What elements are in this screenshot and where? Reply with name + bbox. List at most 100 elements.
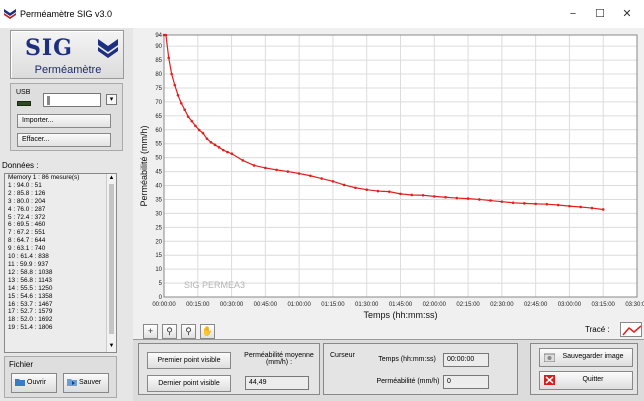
usb-label: USB xyxy=(16,89,31,96)
x-axis-label: Temps (hh:mm:ss) xyxy=(363,310,437,320)
average-label: Perméabilité moyenne (mm/h) : xyxy=(244,352,314,366)
y-tick-label: 70 xyxy=(155,100,162,106)
last-visible-button[interactable]: Dernier point visible xyxy=(147,375,231,392)
data-list-item: 9 : 63.1 : 740 xyxy=(8,245,46,253)
data-point xyxy=(432,195,436,198)
usb-knob xyxy=(47,96,50,105)
usb-dropdown-button[interactable]: ▾ xyxy=(106,94,117,105)
data-point xyxy=(167,56,171,60)
data-scrollbar[interactable]: ▲ ▼ xyxy=(106,174,116,352)
data-list-item: 15 : 54.6 : 1358 xyxy=(8,292,53,300)
y-tick-label: 55 xyxy=(155,142,162,148)
y-tick-label: 20 xyxy=(155,239,162,245)
chart-watermark: SIG PERMEA3 xyxy=(184,280,245,290)
data-point xyxy=(421,193,425,197)
data-point xyxy=(500,200,504,203)
bottom-bar: Premier point visible Dernier point visi… xyxy=(133,339,644,401)
logo: SIG Perméamètre xyxy=(10,30,124,79)
first-visible-button[interactable]: Premier point visible xyxy=(147,352,231,369)
permeability-value: 0 xyxy=(443,375,489,389)
data-point xyxy=(444,195,447,199)
close-button[interactable]: ✕ xyxy=(622,8,632,20)
x-tick-label: 01:45:00 xyxy=(389,302,413,308)
usb-port-select[interactable] xyxy=(43,93,101,107)
y-tick-label: 94 xyxy=(155,33,162,39)
pan-icon[interactable]: ✋ xyxy=(200,324,215,339)
data-point xyxy=(320,177,323,180)
quit-button[interactable]: Quitter xyxy=(539,371,633,390)
add-cursor-button[interactable]: + xyxy=(143,324,158,339)
data-point xyxy=(209,141,213,144)
save-image-button[interactable]: Sauvegarder image xyxy=(539,348,633,367)
data-point xyxy=(399,192,402,196)
trace-line-icon xyxy=(622,325,642,336)
usb-panel: USB ▾ Importer... Effacer... xyxy=(10,83,123,151)
data-point xyxy=(297,172,301,175)
save-label: Sauver xyxy=(79,379,102,386)
y-axis-label: Perméabilité (mm/h) xyxy=(139,125,149,206)
trace-label: Tracé : xyxy=(585,325,610,334)
save-button[interactable]: Sauver xyxy=(63,373,109,393)
y-tick-label: 65 xyxy=(155,114,162,120)
data-list-item: 11 : 59.9 : 937 xyxy=(8,260,49,268)
file-panel: Fichier Ouvrir Sauver xyxy=(4,356,117,398)
y-tick-label: 60 xyxy=(155,128,162,134)
x-tick-label: 00:00:00 xyxy=(152,302,176,308)
data-list-item: 6 : 69.5 : 460 xyxy=(8,221,46,229)
quit-x-icon xyxy=(544,375,555,385)
open-button[interactable]: Ouvrir xyxy=(11,373,57,393)
x-tick-label: 01:00:00 xyxy=(287,302,311,308)
logo-subtitle: Perméamètre xyxy=(34,64,102,76)
y-tick-label: 50 xyxy=(155,156,162,162)
y-tick-label: 0 xyxy=(159,295,163,301)
data-list-item: 4 : 76.0 : 287 xyxy=(8,205,46,213)
data-point xyxy=(183,108,186,111)
x-tick-label: 00:45:00 xyxy=(254,302,278,308)
data-point xyxy=(176,93,180,97)
data-point xyxy=(309,174,312,178)
data-list[interactable]: Memory 1 : 86 mesure(s) 1 : 94.0 : 51 2 : … xyxy=(4,173,117,353)
data-point xyxy=(205,137,209,140)
data-point xyxy=(455,196,459,200)
data-point xyxy=(164,33,168,37)
zoom-icon[interactable]: ⚲ xyxy=(162,324,177,339)
data-list-item: 2 : 85.8 : 126 xyxy=(8,189,46,197)
logo-word: SIG xyxy=(25,35,73,61)
minimize-button[interactable]: − xyxy=(569,8,577,20)
x-tick-label: 01:30:00 xyxy=(355,302,379,308)
data-list-item: 12 : 58.8 : 1038 xyxy=(8,268,53,276)
sidebar: SIG Perméamètre USB ▾ Importer... Efface… xyxy=(0,28,133,401)
maximize-button[interactable]: ☐ xyxy=(595,8,605,20)
import-button[interactable]: Importer... xyxy=(17,114,111,128)
logo-chevron-icon xyxy=(98,39,118,58)
data-point xyxy=(194,124,197,128)
data-point xyxy=(590,206,594,210)
file-label: Fichier xyxy=(9,360,34,369)
quit-label: Quitter xyxy=(582,376,604,383)
zoom-out-icon[interactable]: ⚲ xyxy=(181,324,196,339)
x-tick-label: 03:15:00 xyxy=(592,302,616,308)
scroll-thumb[interactable] xyxy=(109,184,114,334)
data-list-item: 1 : 94.0 : 51 xyxy=(8,181,42,189)
scroll-up-icon[interactable]: ▲ xyxy=(108,175,115,181)
clear-button[interactable]: Effacer... xyxy=(17,133,111,147)
scroll-down-icon[interactable]: ▼ xyxy=(108,343,115,349)
data-point xyxy=(601,208,605,211)
data-point xyxy=(376,189,380,193)
x-tick-label: 01:15:00 xyxy=(321,302,345,308)
y-tick-label: 40 xyxy=(155,184,162,190)
y-tick-label: 35 xyxy=(155,197,162,203)
data-point xyxy=(478,198,481,201)
data-point xyxy=(523,202,526,205)
y-tick-label: 30 xyxy=(155,211,162,217)
data-list-item: 8 : 64.7 : 644 xyxy=(8,237,46,245)
trace-style-button[interactable] xyxy=(620,322,642,337)
window-title: Perméamètre SIG v3.0 xyxy=(20,9,113,19)
data-point xyxy=(466,197,470,200)
data-point xyxy=(226,150,229,154)
data-list-item: 5 : 72.4 : 372 xyxy=(8,213,46,221)
data-point xyxy=(179,101,183,105)
permeability-chart[interactable]: 0 5 10 15 20 25 30 35 40 45 50 55 60 65 70 75 80 85 90 94 00… xyxy=(137,28,644,323)
data-point xyxy=(556,203,560,207)
data-point xyxy=(252,164,256,167)
